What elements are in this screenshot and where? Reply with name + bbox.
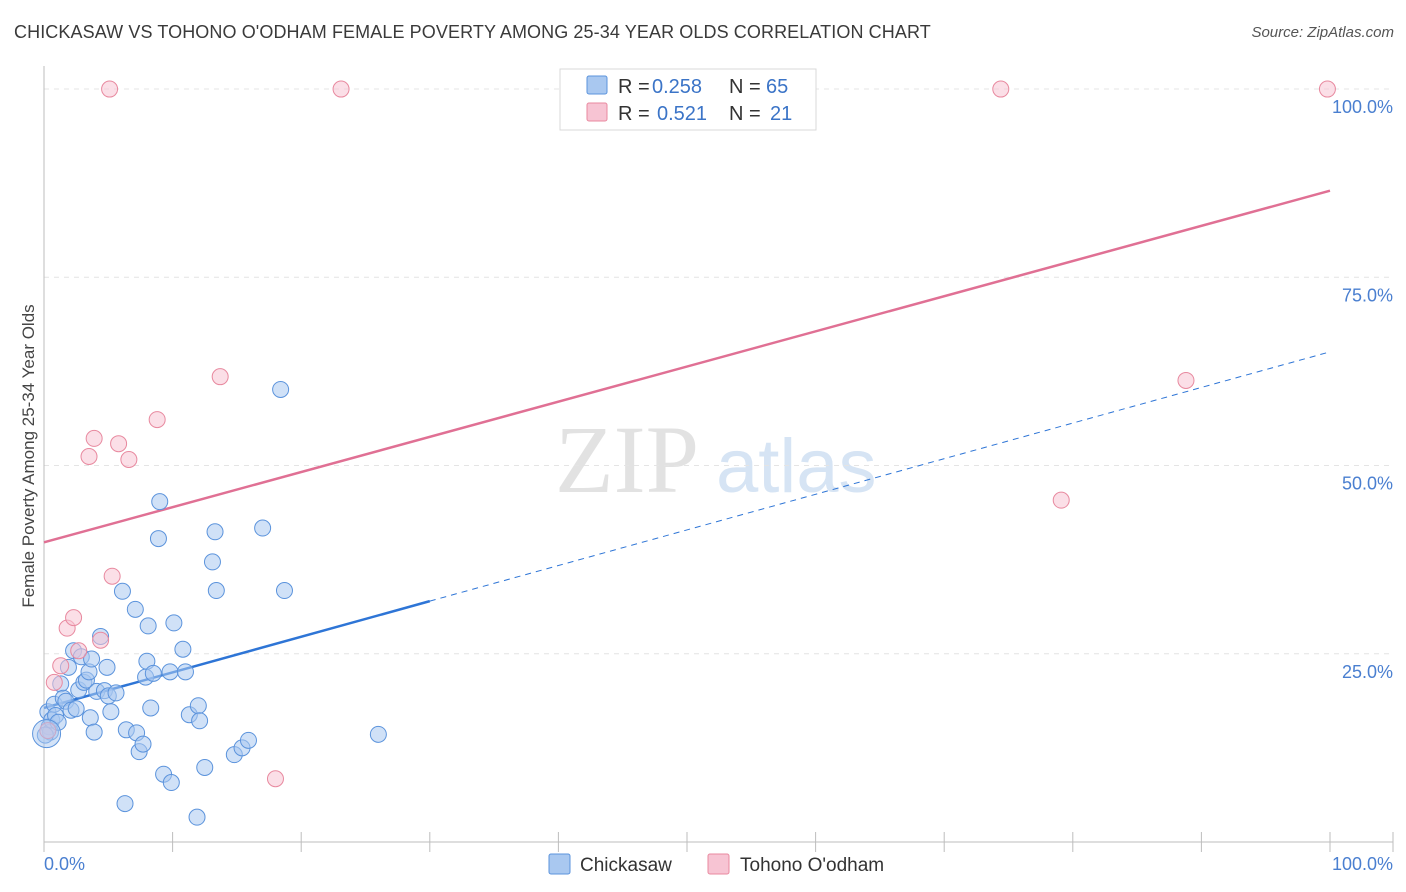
trend-line-chickasaw-projection bbox=[429, 351, 1331, 602]
point-chickasaw bbox=[369, 725, 387, 743]
watermark: ZIP atlas bbox=[555, 406, 877, 513]
point-chickasaw bbox=[239, 731, 257, 749]
point-chickasaw bbox=[149, 530, 167, 548]
bottom-legend-swatch-tohono bbox=[707, 853, 730, 875]
point-tohono bbox=[85, 429, 103, 447]
point-chickasaw bbox=[85, 723, 103, 741]
point-tohono bbox=[45, 673, 63, 691]
legend-n-value-chickasaw: 65 bbox=[766, 76, 788, 98]
point-chickasaw bbox=[206, 523, 224, 541]
legend-swatch-tohono bbox=[586, 102, 608, 122]
point-tohono bbox=[103, 567, 121, 585]
point-chickasaw bbox=[134, 735, 152, 753]
y-tick-label-3: 100.0% bbox=[1332, 97, 1393, 117]
bottom-legend-swatch-chickasaw bbox=[548, 853, 571, 875]
legend-n-label-chickasaw: N = bbox=[729, 76, 761, 98]
point-chickasaw bbox=[161, 663, 179, 681]
point-chickasaw bbox=[165, 614, 183, 632]
point-chickasaw bbox=[275, 582, 293, 600]
chart-title: CHICKASAW VS TOHONO O'ODHAM FEMALE POVER… bbox=[14, 22, 931, 42]
point-chickasaw bbox=[196, 758, 214, 776]
point-tohono bbox=[120, 451, 138, 469]
point-chickasaw bbox=[113, 582, 131, 600]
y-axis-label: Female Poverty Among 25-34 Year Olds bbox=[19, 304, 38, 607]
point-tohono bbox=[52, 657, 70, 675]
point-chickasaw bbox=[272, 380, 290, 398]
point-tohono bbox=[992, 80, 1010, 98]
legend-r-label-tohono: R = bbox=[618, 103, 650, 125]
y-tick-label-1: 50.0% bbox=[1342, 474, 1393, 494]
point-chickasaw bbox=[126, 600, 144, 618]
x-tick-label-max: 100.0% bbox=[1332, 854, 1393, 874]
legend-r-value-chickasaw: 0.258 bbox=[652, 76, 702, 98]
legend: R = 0.258 N = 65 R = 0.521 N = 21 bbox=[559, 68, 817, 131]
point-chickasaw bbox=[254, 519, 272, 537]
point-tohono bbox=[110, 435, 128, 453]
point-tohono bbox=[1052, 491, 1070, 509]
point-chickasaw bbox=[176, 663, 194, 681]
point-chickasaw bbox=[67, 700, 85, 718]
point-tohono bbox=[211, 368, 229, 386]
point-chickasaw bbox=[207, 582, 225, 600]
point-tohono bbox=[266, 770, 284, 788]
point-chickasaw bbox=[107, 684, 125, 702]
point-tohono bbox=[148, 411, 166, 429]
point-chickasaw bbox=[162, 774, 180, 792]
bottom-legend-label-chickasaw: Chickasaw bbox=[580, 855, 672, 876]
point-chickasaw bbox=[203, 553, 221, 571]
point-chickasaw bbox=[174, 640, 192, 658]
legend-n-value-tohono: 21 bbox=[770, 103, 792, 125]
point-chickasaw bbox=[139, 617, 157, 635]
point-chickasaw bbox=[83, 650, 101, 668]
point-chickasaw bbox=[98, 658, 116, 676]
point-chickasaw bbox=[102, 703, 120, 721]
point-tohono bbox=[65, 609, 83, 627]
point-chickasaw bbox=[188, 808, 206, 826]
point-chickasaw bbox=[142, 699, 160, 717]
legend-r-value-tohono: 0.521 bbox=[657, 103, 707, 125]
point-chickasaw bbox=[191, 712, 209, 730]
point-chickasaw-cluster bbox=[32, 719, 62, 749]
legend-r-label-chickasaw: R = bbox=[618, 76, 650, 98]
watermark-atlas: atlas bbox=[716, 424, 877, 509]
point-tohono bbox=[101, 80, 119, 98]
point-chickasaw bbox=[189, 697, 207, 715]
point-chickasaw bbox=[81, 709, 99, 727]
point-tohono bbox=[80, 447, 98, 465]
point-tohono bbox=[92, 631, 110, 649]
point-chickasaw bbox=[116, 795, 134, 813]
axes bbox=[43, 66, 1394, 852]
trend-line-tohono bbox=[43, 189, 1331, 544]
point-tohono bbox=[70, 642, 88, 660]
bottom-legend-label-tohono: Tohono O'odham bbox=[740, 855, 884, 876]
y-tick-label-2: 75.0% bbox=[1342, 285, 1393, 305]
point-chickasaw bbox=[144, 664, 162, 682]
point-tohono bbox=[332, 80, 350, 98]
source-label: Source: ZipAtlas.com bbox=[1251, 24, 1394, 41]
point-chickasaw bbox=[151, 493, 169, 511]
point-tohono bbox=[1318, 80, 1336, 98]
x-tick-label-min: 0.0% bbox=[44, 854, 85, 874]
point-tohono bbox=[1177, 371, 1195, 389]
y-tick-label-0: 25.0% bbox=[1342, 662, 1393, 682]
gridlines bbox=[44, 88, 1393, 655]
watermark-zip: ZIP bbox=[555, 406, 699, 513]
legend-n-label-tohono: N = bbox=[729, 103, 761, 125]
legend-swatch-chickasaw bbox=[586, 75, 608, 95]
bottom-legend: Chickasaw Tohono O'odham bbox=[548, 853, 884, 876]
y-tick-labels: 25.0% 50.0% 75.0% 100.0% bbox=[1332, 97, 1393, 682]
data-points bbox=[32, 80, 1336, 826]
